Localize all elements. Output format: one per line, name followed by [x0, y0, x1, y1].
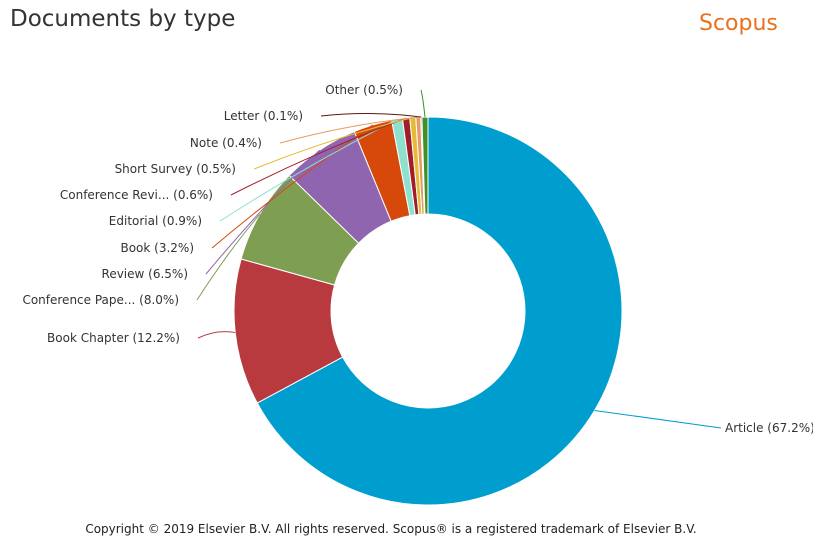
slice-group: [233, 116, 623, 506]
slice-label-6: Conference Revi... (0.6%): [60, 188, 213, 202]
connector-8: [279, 116, 419, 144]
connector-3: [205, 149, 320, 275]
connector-1: [197, 331, 236, 339]
label-group: Article (67.2%) Book Chapter (12.2%) Confe…: [22, 83, 813, 435]
slice-0[interactable]: [256, 116, 623, 506]
slice-10[interactable]: [421, 116, 429, 215]
connector-0: [594, 409, 722, 429]
slice-label-1: Book Chapter (12.2%): [47, 331, 180, 345]
scopus-logo[interactable]: Scopus: [699, 11, 778, 36]
donut-chart: Article (67.2%) Book Chapter (12.2%) Confe…: [22, 83, 813, 506]
connector-10: [420, 89, 426, 118]
slice-label-5: Editorial (0.9%): [109, 214, 202, 228]
connector-5: [219, 119, 398, 222]
slice-label-9: Letter (0.1%): [224, 109, 303, 123]
connector-9: [320, 113, 422, 118]
chart-title: Documents by type: [10, 6, 236, 32]
connector-7: [253, 117, 413, 170]
slice-label-10: Other (0.5%): [325, 83, 403, 97]
connector-2: [196, 213, 261, 301]
connector-6: [230, 117, 407, 196]
slice-label-0: Article (67.2%): [725, 421, 813, 435]
connector-group: [196, 89, 722, 429]
slice-label-3: Review (6.5%): [102, 267, 188, 281]
slice-label-2: Conference Pape... (8.0%): [22, 293, 179, 307]
slice-label-4: Book (3.2%): [120, 241, 194, 255]
slice-label-7: Short Survey (0.5%): [115, 162, 236, 176]
slice-label-8: Note (0.4%): [190, 136, 262, 150]
copyright-footer: Copyright © 2019 Elsevier B.V. All right…: [85, 522, 697, 536]
